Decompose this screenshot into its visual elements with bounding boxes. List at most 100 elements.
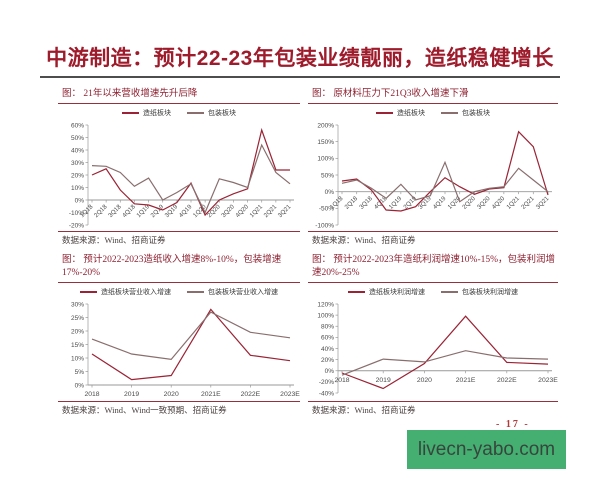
chart-title: 图： 预计2022-2023造纸收入增速8%-10%，包装增速17%-20% [62, 255, 282, 278]
divider [308, 401, 558, 402]
x-axis: 1Q182Q183Q184Q181Q192Q193Q194Q191Q202Q20… [79, 199, 294, 219]
page-number: - 17 - [496, 419, 530, 430]
watermark-text: livecn-yabo.com [417, 438, 556, 460]
svg-text:-100%: -100% [315, 222, 334, 229]
svg-text:2019: 2019 [376, 377, 391, 384]
svg-text:80%: 80% [321, 324, 334, 331]
svg-text:4Q20: 4Q20 [491, 195, 507, 211]
divider [58, 401, 300, 402]
svg-text:1Q18: 1Q18 [79, 203, 95, 219]
svg-text:3Q21: 3Q21 [277, 203, 293, 219]
svg-text:1Q21: 1Q21 [248, 203, 264, 219]
svg-text:0%: 0% [75, 382, 85, 389]
chart-legend: 造纸板块营业收入增速 包装板块营业收入增速 [58, 285, 300, 298]
svg-text:60%: 60% [321, 335, 334, 342]
svg-text:2018: 2018 [334, 377, 349, 384]
svg-text:2020: 2020 [417, 377, 432, 384]
chart-legend: 造纸板块 包装板块 [58, 106, 300, 119]
divider [308, 103, 558, 104]
legend-line-swatch [441, 111, 458, 114]
source-note: 数据来源：Wind、招商证券 [62, 235, 166, 245]
chart-title: 图： 预计2022-2023年造纸利润增速10%-15%，包装利润增速20%-2… [312, 255, 556, 278]
svg-text:30%: 30% [71, 301, 84, 308]
legend-item: 造纸板块营业收入增速 [80, 287, 171, 297]
legend-label: 造纸板块营业收入增速 [101, 287, 171, 296]
divider [58, 231, 300, 232]
svg-text:5%: 5% [75, 369, 85, 376]
svg-text:2021E: 2021E [456, 377, 476, 384]
legend-label: 造纸板块 [397, 108, 425, 117]
y-axis: -100% -50% 0% 50% 100% 150% 200% [315, 122, 339, 229]
svg-text:60%: 60% [71, 122, 84, 129]
svg-text:-50%: -50% [319, 206, 334, 213]
svg-text:100%: 100% [317, 156, 334, 163]
series-line-包装板块营业收入增速 [91, 311, 291, 361]
chart-svg-profit-forecast: -40%-20%0%20%40%60%80%100%120%2018 2019 20… [317, 301, 558, 397]
svg-text:3Q21: 3Q21 [535, 195, 551, 211]
svg-text:2Q19: 2Q19 [149, 203, 165, 219]
svg-text:0%: 0% [325, 368, 335, 375]
x-axis: 2018 2019 2020 2021E 2022E 2023E [84, 384, 300, 398]
series-line-造纸板块营业收入增速 [91, 308, 291, 381]
legend-line-swatch [122, 111, 139, 114]
legend-line-swatch [80, 290, 97, 293]
svg-text:2019: 2019 [124, 391, 139, 398]
legend-label: 造纸板块利润增速 [369, 287, 425, 296]
svg-text:0%: 0% [325, 189, 335, 196]
svg-text:15%: 15% [71, 342, 84, 349]
series-line-包装板块利润增速 [341, 350, 549, 376]
legend-item: 包装板块利润增速 [441, 287, 518, 297]
svg-text:2Q21: 2Q21 [520, 195, 536, 211]
svg-text:1Q21: 1Q21 [505, 195, 521, 211]
chart-block-profit-forecast: 图： 预计2022-2023年造纸利润增速10%-15%，包装利润增速20%-2… [308, 254, 558, 416]
svg-text:40%: 40% [321, 346, 334, 353]
series-line-造纸板块利润增速 [341, 315, 549, 390]
y-axis: -20% -10% 0% 10% 20% 30% 40% 50% 60% [69, 122, 89, 229]
source-note: 数据来源：Wind、招商证券 [312, 235, 416, 245]
y-axis: -40% -20% 0% 20% 40% 60% 80% 100% 120% [317, 301, 339, 397]
legend-line-swatch [376, 111, 393, 114]
page-title: 中游制造：预计22-23年包装业绩靓丽，造纸稳健增长 [40, 42, 560, 78]
chart-title: 图： 原材料压力下21Q3收入增速下滑 [312, 89, 469, 99]
chart-block-revenue-quarterly: 图： 21年以来营收增速先升后降 造纸板块 包装板块 -20% -10% 0% 10% 2… [58, 88, 300, 246]
svg-text:50%: 50% [71, 135, 84, 142]
svg-text:1Q19: 1Q19 [388, 195, 404, 211]
svg-text:4Q19: 4Q19 [178, 203, 194, 219]
legend-line-swatch [441, 290, 458, 293]
legend-line-swatch [187, 290, 204, 293]
series-line-造纸板块 [341, 130, 549, 212]
x-axis: 2018 2019 2020 2021E 2022E 2023E [334, 370, 558, 384]
svg-text:0%: 0% [75, 197, 85, 204]
chart-svg-income-decline: -100% -50% 0% 50% 100% 150% 200% 1Q18 2Q18 3Q18 4Q… [315, 122, 552, 229]
svg-text:2020: 2020 [164, 391, 179, 398]
chart-block-revenue-forecast: 图： 预计2022-2023造纸收入增速8%-10%，包装增速17%-20% 造… [58, 254, 300, 416]
legend-item: 包装板块 [441, 108, 490, 118]
svg-text:2022E: 2022E [241, 391, 261, 398]
legend-line-swatch [348, 290, 365, 293]
legend-item: 包装板块营业收入增速 [187, 287, 278, 297]
svg-text:2Q21: 2Q21 [263, 203, 279, 219]
svg-text:2018: 2018 [84, 391, 99, 398]
chart-block-income-decline: 图： 原材料压力下21Q3收入增速下滑 造纸板块 包装板块 -100% -50% 0%… [308, 88, 558, 246]
svg-text:100%: 100% [317, 312, 334, 319]
svg-text:150%: 150% [317, 139, 334, 146]
svg-text:2021E: 2021E [201, 391, 221, 398]
svg-text:2Q20: 2Q20 [461, 195, 477, 211]
svg-text:4Q19: 4Q19 [432, 195, 448, 211]
svg-text:20%: 20% [71, 172, 84, 179]
svg-text:2023E: 2023E [538, 377, 558, 384]
svg-text:2023E: 2023E [280, 391, 300, 398]
svg-text:4Q18: 4Q18 [121, 203, 137, 219]
svg-text:3Q20: 3Q20 [476, 195, 492, 211]
legend-item: 造纸板块 [376, 108, 425, 118]
svg-text:3Q18: 3Q18 [107, 203, 123, 219]
source-note: 数据来源：Wind、招商证券 [312, 405, 416, 415]
svg-text:30%: 30% [71, 160, 84, 167]
svg-text:-10%: -10% [69, 210, 84, 217]
svg-text:2Q18: 2Q18 [343, 195, 359, 211]
series-line-包装板块 [91, 143, 291, 214]
svg-text:-20%: -20% [69, 222, 84, 229]
svg-text:20%: 20% [321, 357, 334, 364]
svg-text:3Q18: 3Q18 [358, 195, 374, 211]
